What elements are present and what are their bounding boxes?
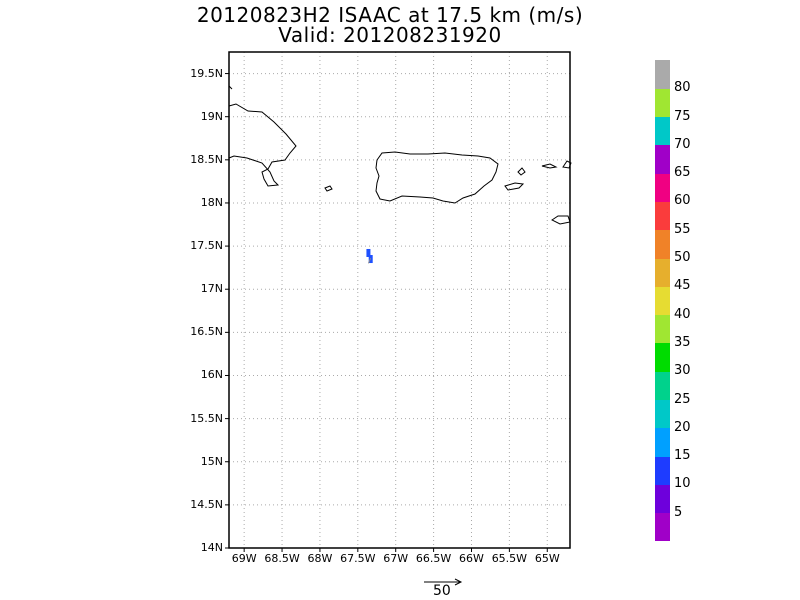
lon-tick-label: 65W xyxy=(534,552,560,565)
lat-tick-label: 16.5N xyxy=(190,325,223,339)
coastline-st-thomas xyxy=(541,163,558,169)
chart-title: 20120823H2 ISAAC at 17.5 km (m/s) xyxy=(196,3,584,27)
lat-tick-label: 14N xyxy=(200,541,223,554)
colorbar-label: 80 xyxy=(674,80,691,96)
wind-cell xyxy=(366,248,371,257)
colorbar-swatch xyxy=(655,144,670,174)
colorbar-label: 50 xyxy=(674,250,691,266)
coastlines xyxy=(228,85,572,225)
colorbar-label: 5 xyxy=(674,504,683,520)
lon-tick-label: 65.5W xyxy=(491,552,528,565)
map-frame xyxy=(228,51,571,549)
colorbar-swatch xyxy=(655,512,670,542)
coastline-puerto-rico xyxy=(375,151,499,204)
colorbar-label: 30 xyxy=(674,363,691,379)
coastline-tortola xyxy=(562,160,572,169)
lat-tick-label: 17.5N xyxy=(190,239,223,253)
coastline-vieques xyxy=(504,182,525,191)
colorbar-label: 25 xyxy=(674,391,691,407)
wind-cells xyxy=(366,248,373,264)
lat-tick-label: 16N xyxy=(200,368,223,382)
lat-tick-label: 14.5N xyxy=(190,497,223,511)
lon-tick-label: 68W xyxy=(307,552,333,565)
coastline-mona xyxy=(324,185,333,192)
colorbar-label: 20 xyxy=(674,419,691,435)
coastline-culebra xyxy=(517,167,526,176)
lon-tick-label: 67W xyxy=(383,552,409,565)
colorbar-label: 35 xyxy=(674,334,691,350)
colorbar-swatch xyxy=(655,286,670,316)
lon-tick-label: 67.5W xyxy=(340,552,376,565)
lon-tick-label: 66.5W xyxy=(415,552,452,565)
colorbar-label: 40 xyxy=(674,306,691,322)
colorbar-label: 75 xyxy=(674,108,691,124)
colorbar-label: 55 xyxy=(674,221,691,237)
lon-tick-label: 66W xyxy=(459,552,484,565)
lat-tick-label: 18.5N xyxy=(190,152,223,166)
lat-tick-label: 17N xyxy=(200,282,223,296)
vector-legend-arrow xyxy=(424,578,463,586)
lat-tick-label: 15.5N xyxy=(190,411,223,425)
colorbar-label: 60 xyxy=(674,193,691,209)
vector-legend-label: 50 xyxy=(433,583,451,599)
colorbar-swatch xyxy=(655,173,670,202)
colorbar-swatch xyxy=(655,456,670,485)
grid-lines xyxy=(229,52,570,549)
colorbar-swatch xyxy=(655,371,670,401)
colorbar-swatch xyxy=(655,342,670,372)
colorbar-label: 70 xyxy=(674,136,691,152)
coastline-hispaniola xyxy=(228,85,297,187)
wind-vector xyxy=(367,257,372,264)
lon-tick-label: 68.5W xyxy=(264,552,300,565)
chart-subtitle: Valid: 201208231920 xyxy=(278,23,502,47)
colorbar-swatch xyxy=(655,229,670,259)
colorbar-label: 10 xyxy=(674,476,691,492)
lat-tick-label: 18N xyxy=(200,195,223,209)
lat-tick-label: 19.5N xyxy=(190,66,223,80)
colorbar-swatch xyxy=(655,314,670,344)
coastline-st-croix xyxy=(551,215,571,225)
colorbar-label: 65 xyxy=(674,165,691,181)
lat-tick-label: 19N xyxy=(200,109,223,123)
colorbar-label: 45 xyxy=(674,278,691,294)
colorbar-swatch xyxy=(655,201,670,231)
colorbar-label: 15 xyxy=(674,448,691,464)
colorbar-swatch xyxy=(655,88,670,118)
colorbar-swatch xyxy=(655,60,670,89)
lat-tick-label: 15N xyxy=(200,454,223,468)
colorbar-swatch xyxy=(655,484,670,514)
lon-tick-label: 69W xyxy=(231,552,257,565)
colorbar-swatch xyxy=(655,116,670,146)
axis-ticks xyxy=(225,73,548,552)
colorbar-swatch xyxy=(655,258,670,287)
colorbar-swatch xyxy=(655,427,670,457)
colorbar-swatch xyxy=(655,399,670,429)
